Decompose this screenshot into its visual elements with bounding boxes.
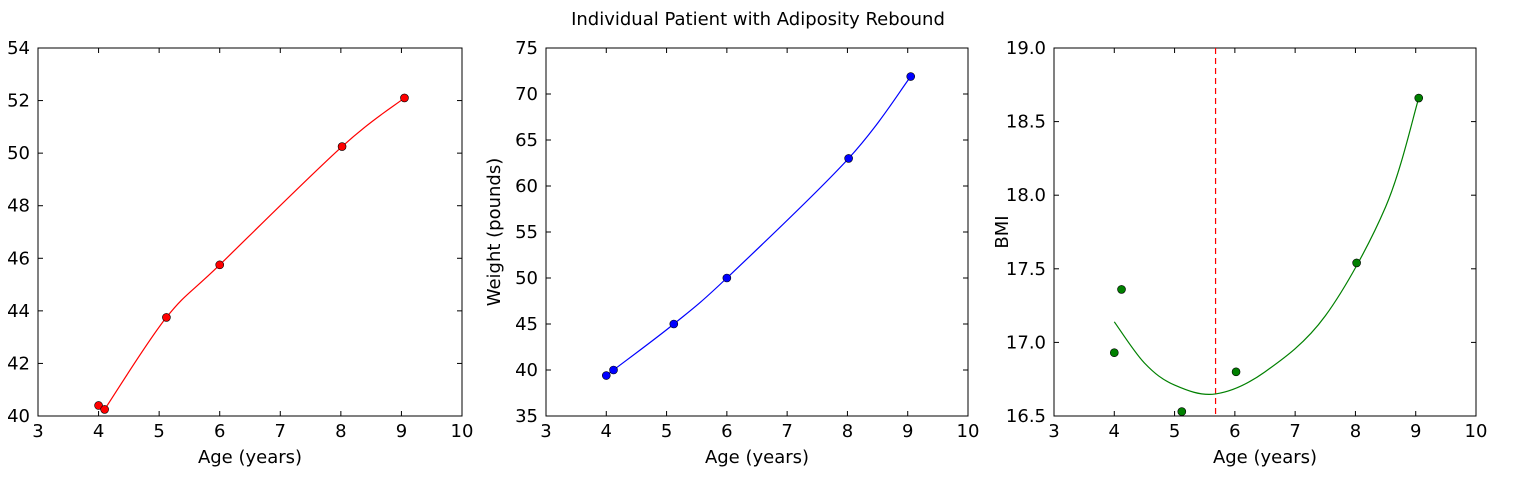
data-point — [1414, 93, 1424, 103]
y-tick-label: 50 — [7, 143, 30, 164]
x-tick-label: 6 — [721, 421, 732, 442]
y-tick-label: 50 — [515, 268, 538, 289]
x-tick-label: 4 — [601, 421, 612, 442]
data-point — [337, 142, 347, 151]
x-tick-label: 9 — [396, 421, 407, 442]
data-point — [100, 405, 109, 414]
y-tick-label: 16.5 — [1006, 406, 1046, 427]
figure-title: Individual Patient with Adiposity Reboun… — [571, 9, 945, 30]
x-tick-label: 7 — [275, 421, 286, 442]
x-tick-label: 5 — [153, 421, 164, 442]
chart-panel-height: Age (years) 3 4 5 6 7 8 9 10 40 42 44 46 48 50 52 54 — [7, 38, 473, 468]
y-tick-label: 17.5 — [1006, 259, 1046, 280]
chart-panel-weight: Age (years) Weight (pounds) 3 4 5 6 7 8 9 10354… — [484, 38, 979, 468]
data-point — [844, 154, 853, 163]
data-point — [215, 260, 225, 270]
data-point — [722, 273, 732, 283]
x-tick-label: 3 — [1048, 421, 1059, 442]
y-tick-label: 65 — [515, 130, 538, 151]
x-tick-label: 3 — [32, 421, 43, 442]
y-tick-label: 17.0 — [1006, 332, 1046, 353]
y-tick-label: 35 — [515, 406, 538, 427]
data-point — [1231, 367, 1241, 377]
x-tick-label: 10 — [1465, 421, 1488, 442]
y-tick-label: 48 — [7, 196, 30, 217]
y-tick-label: 55 — [515, 222, 538, 243]
x-tick-label: 10 — [451, 421, 474, 442]
y-tick-label: 45 — [515, 314, 538, 335]
fit-line — [104, 97, 405, 410]
x-tick-label: 5 — [1169, 421, 1180, 442]
data-point — [609, 365, 618, 375]
x-tick-label: 10 — [957, 421, 980, 442]
data-point — [94, 401, 103, 410]
data-point — [1117, 285, 1126, 294]
axes-frame — [1053, 47, 1477, 417]
y-tick-label: 42 — [7, 353, 30, 374]
y-axis-label: BMI — [992, 215, 1013, 248]
y-tick-label: 40 — [7, 406, 30, 427]
x-tick-label: 8 — [842, 421, 853, 442]
data-point — [162, 313, 171, 322]
fit-line — [1113, 97, 1420, 395]
y-tick-label: 75 — [515, 38, 538, 59]
x-tick-label: 7 — [1289, 421, 1300, 442]
data-point — [906, 72, 916, 81]
data-point — [669, 319, 679, 329]
x-tick-label: 7 — [781, 421, 792, 442]
data-point — [400, 93, 409, 103]
y-tick-label: 18.5 — [1006, 112, 1046, 133]
y-tick-label: 46 — [7, 248, 30, 269]
data-point — [1352, 258, 1361, 268]
data-point — [1177, 407, 1187, 416]
data-point — [1109, 348, 1119, 358]
y-axis-label: Weight (pounds) — [484, 158, 505, 307]
y-tick-label: 19.0 — [1006, 38, 1046, 59]
x-tick-label: 8 — [335, 421, 346, 442]
y-tick-label: 44 — [7, 301, 30, 322]
x-tick-label: 4 — [1109, 421, 1120, 442]
y-tick-label: 40 — [515, 360, 538, 381]
x-tick-label: 5 — [661, 421, 672, 442]
x-tick-label: 4 — [93, 421, 104, 442]
x-tick-label: 3 — [540, 421, 551, 442]
y-tick-label: 54 — [7, 38, 30, 59]
x-tick-label: 6 — [214, 421, 225, 442]
x-axis-label: Age (years) — [1213, 447, 1317, 468]
chart-panel-bmi: Age (years) BMI 3 4 5 6 7 8 9 10 16.5 17.0 17.5 18.… — [992, 38, 1487, 468]
x-tick-label: 8 — [1350, 421, 1361, 442]
x-tick-label: 9 — [902, 421, 913, 442]
y-tick-label: 52 — [7, 91, 30, 112]
x-axis-label: Age (years) — [198, 447, 302, 468]
x-tick-label: 6 — [1229, 421, 1240, 442]
data-point — [601, 371, 611, 380]
y-tick-label: 18.0 — [1006, 185, 1046, 206]
y-tick-label: 70 — [515, 84, 538, 105]
x-axis-label: Age (years) — [705, 447, 809, 468]
y-tick-label: 60 — [515, 176, 538, 197]
axes-frame — [37, 47, 463, 417]
x-tick-label: 9 — [1410, 421, 1421, 442]
